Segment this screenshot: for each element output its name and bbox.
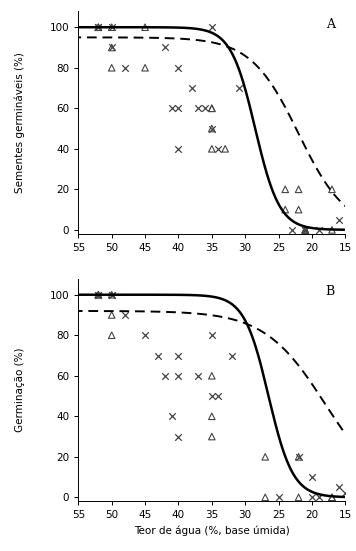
Point (276, 493, 281, 502)
Y-axis label: Germinação (%): Germinação (%) (15, 348, 25, 432)
Point (289, 225, 295, 234)
Point (302, 225, 308, 234)
Point (209, 124, 215, 133)
Point (176, 63, 181, 72)
Point (262, 452, 268, 461)
Point (169, 412, 174, 421)
Point (209, 124, 215, 133)
Point (209, 371, 215, 380)
Point (329, 185, 335, 194)
Text: B: B (325, 285, 335, 298)
Point (342, 489, 348, 498)
Point (302, 225, 308, 234)
Point (209, 23, 215, 31)
Point (95, 290, 101, 299)
Point (109, 290, 115, 299)
Point (122, 63, 128, 72)
Point (109, 23, 115, 31)
Point (142, 63, 148, 72)
Point (195, 371, 201, 380)
Point (329, 493, 335, 502)
Point (176, 432, 181, 441)
Point (176, 104, 181, 113)
Point (176, 144, 181, 153)
Point (209, 432, 215, 441)
Point (109, 23, 115, 31)
Point (109, 290, 115, 299)
Point (156, 351, 161, 360)
Point (95, 23, 101, 31)
Point (309, 493, 315, 502)
Point (209, 144, 215, 153)
Point (142, 23, 148, 31)
Point (282, 185, 288, 194)
Point (189, 84, 195, 93)
Point (316, 225, 321, 234)
Point (216, 144, 221, 153)
Point (222, 144, 228, 153)
Point (209, 104, 215, 113)
Point (109, 43, 115, 52)
Point (296, 452, 302, 461)
X-axis label: Teor de água (%, base úmida): Teor de água (%, base úmida) (134, 526, 290, 537)
Point (202, 104, 208, 113)
Point (236, 84, 241, 93)
Text: A: A (326, 18, 335, 31)
Point (176, 371, 181, 380)
Point (296, 452, 302, 461)
Point (336, 483, 341, 491)
Point (309, 473, 315, 482)
Point (209, 331, 215, 339)
Point (95, 290, 101, 299)
Point (95, 23, 101, 31)
Point (296, 493, 302, 502)
Point (109, 43, 115, 52)
Point (109, 63, 115, 72)
Point (302, 225, 308, 234)
Point (122, 311, 128, 320)
Point (302, 225, 308, 234)
Point (142, 331, 148, 339)
Point (109, 290, 115, 299)
Point (329, 225, 335, 234)
Point (329, 493, 335, 502)
Point (176, 351, 181, 360)
Point (302, 225, 308, 234)
Point (296, 185, 302, 194)
Point (216, 392, 221, 401)
Point (195, 104, 201, 113)
Point (162, 371, 168, 380)
Point (109, 331, 115, 339)
Point (209, 392, 215, 401)
Point (109, 311, 115, 320)
Point (336, 215, 341, 224)
Point (95, 23, 101, 31)
Y-axis label: Sementes germináveis (%): Sementes germináveis (%) (15, 52, 25, 193)
Point (229, 351, 235, 360)
Point (169, 104, 174, 113)
Point (162, 43, 168, 52)
Point (262, 493, 268, 502)
Point (95, 290, 101, 299)
Point (209, 104, 215, 113)
Point (95, 23, 101, 31)
Point (296, 205, 302, 214)
Point (95, 290, 101, 299)
Point (282, 205, 288, 214)
Point (209, 412, 215, 421)
Point (316, 493, 321, 502)
